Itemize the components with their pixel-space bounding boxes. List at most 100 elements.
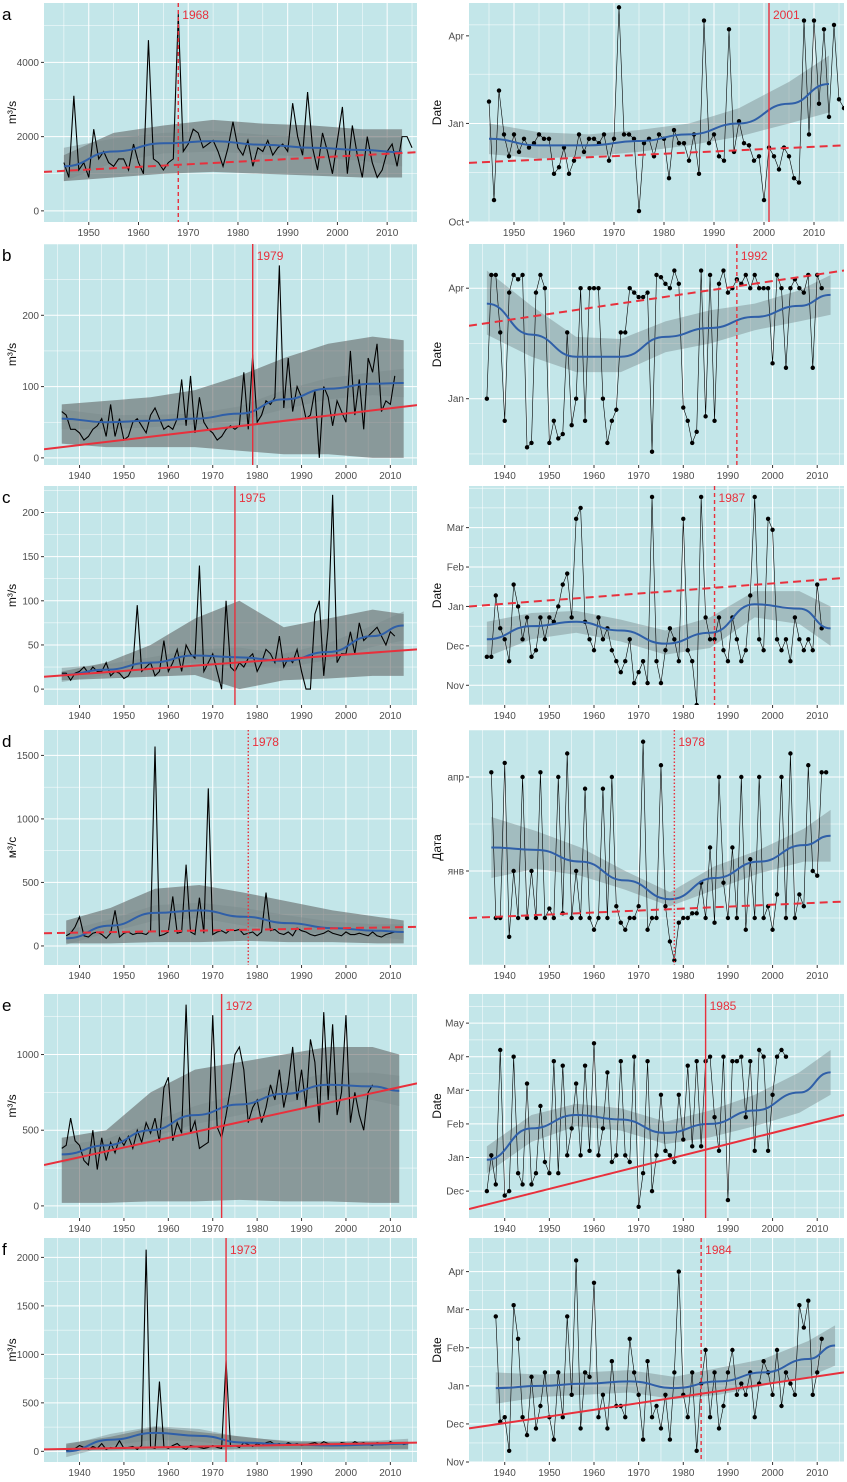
y-tick-label: 1000 (17, 1350, 40, 1361)
panel-background (44, 1238, 417, 1462)
data-point (591, 136, 597, 141)
y-tick-label: 500 (22, 878, 39, 889)
data-point (681, 405, 686, 410)
x-tick-label: 1940 (494, 1468, 517, 1479)
data-point (788, 1381, 793, 1386)
data-point (631, 1370, 637, 1375)
data-point (524, 615, 530, 620)
data-point (743, 272, 748, 278)
data-point (672, 1370, 677, 1375)
x-tick-label: 2000 (335, 1224, 358, 1235)
data-point (716, 1148, 722, 1154)
panel-background (44, 3, 417, 222)
confidence-ribbon (491, 809, 831, 907)
data-point (672, 958, 677, 963)
data-point (621, 132, 627, 137)
data-point (502, 760, 507, 766)
y-tick-label: 500 (22, 1398, 39, 1409)
data-point (614, 1153, 619, 1158)
panel-b-left: 1979 1940 1950 1960 1970 1980 1990 2000 2010 0 100… (2, 243, 417, 482)
data-point (711, 132, 717, 137)
breakpoint-label: 2001 (773, 8, 800, 22)
x-tick-label: 1970 (628, 711, 651, 722)
data-point (726, 27, 732, 32)
x-tick-label: 2010 (806, 1468, 829, 1479)
data-point (716, 154, 722, 159)
data-point (681, 915, 686, 921)
x-tick-label: 1950 (538, 971, 561, 982)
x-tick-label: 2000 (761, 1468, 784, 1479)
data-point (698, 494, 704, 500)
data-point (636, 208, 642, 214)
trend-line (44, 151, 417, 173)
x-tick-label: 1950 (113, 471, 136, 482)
data-point (690, 440, 695, 446)
data-point (511, 582, 516, 587)
data-point (819, 770, 824, 775)
row-letter: f (2, 1240, 7, 1259)
data-point (770, 927, 775, 932)
data-point (734, 1392, 740, 1398)
data-point (770, 527, 775, 532)
data-point (627, 1336, 632, 1342)
data-point (506, 1188, 512, 1194)
data-point (797, 892, 802, 897)
data-point (801, 1325, 807, 1330)
data-point (810, 648, 815, 653)
data-point (506, 1448, 512, 1454)
data-point (734, 637, 740, 642)
data-point (618, 1059, 623, 1064)
data-point (783, 637, 789, 642)
y-tick-label: 1000 (17, 814, 40, 825)
data-point (703, 915, 708, 921)
data-point (498, 330, 503, 335)
data-point (819, 286, 824, 291)
trend-line (44, 1441, 417, 1451)
data-point (623, 1415, 628, 1420)
x-tick-label: 1990 (290, 471, 313, 482)
data-point (560, 582, 565, 587)
data-point (609, 1359, 615, 1364)
data-point (547, 440, 552, 446)
trend-line (469, 269, 844, 327)
data-point (561, 145, 567, 150)
data-point (538, 1103, 543, 1109)
data-point (614, 407, 619, 412)
x-tick-label: 1990 (717, 471, 740, 482)
data-point (536, 132, 542, 137)
breakpoint-label: 1979 (257, 249, 284, 263)
x-tick-label: 2010 (379, 971, 402, 982)
data-point (771, 154, 777, 159)
data-point (645, 680, 650, 686)
data-point (489, 1153, 494, 1158)
data-point (542, 915, 548, 921)
data-point (734, 915, 740, 921)
x-tick-label: 1950 (538, 1468, 561, 1479)
data-point (701, 18, 707, 23)
breakpoint-label: 1987 (719, 491, 746, 505)
data-point (542, 637, 548, 642)
panel-c-left: 1975 1940 1950 1960 1970 1980 1990 2000 2010 0 50 1… (2, 486, 417, 722)
data-point (810, 365, 815, 370)
data-point (587, 1374, 592, 1380)
data-point (520, 272, 525, 278)
y-tick-label: 100 (22, 382, 39, 393)
data-point (556, 774, 561, 780)
plot-area (44, 1249, 417, 1458)
x-tick-label: 1970 (202, 1468, 225, 1479)
data-point (765, 516, 771, 522)
data-point (506, 934, 512, 939)
data-point (596, 1415, 601, 1420)
data-point (816, 101, 822, 106)
data-point (649, 449, 655, 454)
data-point (658, 680, 664, 686)
data-point (748, 857, 753, 862)
y-tick-label: Dec (446, 641, 464, 652)
x-tick-label: 1950 (503, 228, 526, 239)
breakpoint-label: 1978 (678, 735, 705, 749)
data-point (806, 1298, 811, 1303)
confidence-ribbon (61, 1072, 400, 1164)
y-tick-label: May (445, 1019, 464, 1030)
x-tick-label: 1960 (127, 228, 150, 239)
data-point (672, 637, 677, 642)
